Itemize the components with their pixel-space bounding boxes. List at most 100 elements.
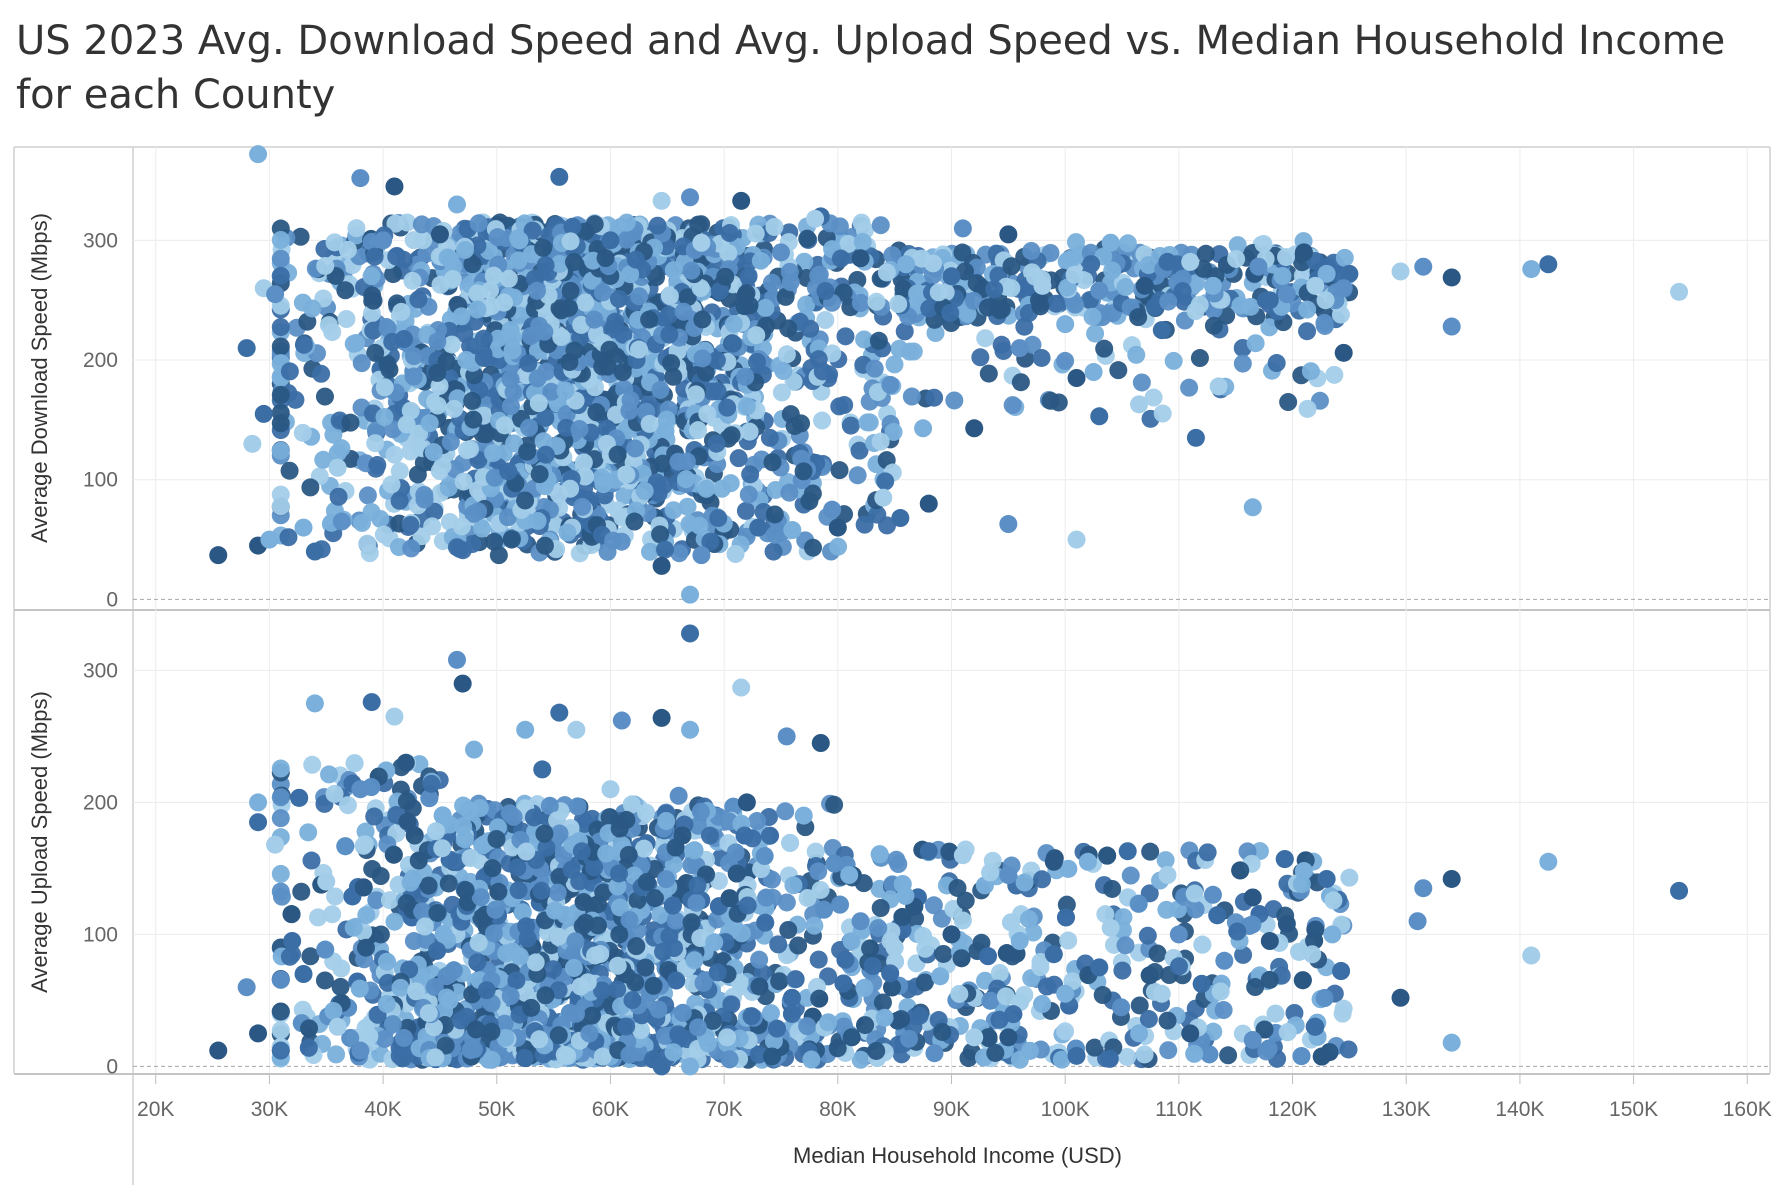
data-point (1233, 354, 1252, 373)
data-point (528, 511, 547, 530)
data-point (663, 896, 682, 915)
data-point (561, 479, 580, 498)
data-point (271, 318, 290, 337)
data-point (565, 341, 584, 360)
data-point (640, 310, 659, 329)
data-point (967, 274, 986, 293)
data-point (463, 391, 482, 410)
data-point (271, 266, 290, 285)
data-point (760, 428, 779, 447)
data-point (344, 334, 363, 353)
data-point (209, 546, 228, 565)
data-point (315, 971, 334, 990)
data-point (726, 544, 745, 563)
data-point (855, 330, 874, 349)
data-point (971, 348, 990, 367)
data-point (615, 486, 634, 505)
data-point (1101, 233, 1120, 252)
data-point (606, 312, 625, 331)
data-point (896, 886, 915, 905)
data-point (1334, 279, 1353, 298)
data-point (1129, 894, 1148, 913)
data-point (779, 319, 798, 338)
data-point (816, 311, 835, 330)
data-point (1294, 243, 1313, 262)
data-point (1041, 391, 1060, 410)
data-point (341, 413, 360, 432)
data-point (985, 280, 1004, 299)
data-point (550, 167, 569, 186)
data-point (834, 974, 853, 993)
data-point (842, 932, 861, 951)
data-point (510, 231, 529, 250)
data-point (813, 362, 832, 381)
data-point (1010, 339, 1029, 358)
data-point (915, 973, 934, 992)
data-point (669, 452, 688, 471)
data-point (294, 335, 313, 354)
data-point (1033, 276, 1052, 295)
data-point (474, 348, 493, 367)
data-point (748, 812, 767, 831)
data-point (925, 388, 944, 407)
data-point (344, 918, 363, 937)
data-point (390, 491, 409, 510)
data-point (271, 497, 290, 516)
data-point (529, 394, 548, 413)
data-point (452, 517, 471, 536)
data-point (573, 497, 592, 516)
data-point (1031, 958, 1050, 977)
data-point (325, 784, 344, 803)
data-point (693, 349, 712, 368)
data-point (375, 378, 394, 397)
data-point (549, 1026, 568, 1045)
data-point (651, 525, 670, 544)
data-point (724, 334, 743, 353)
data-point (324, 425, 343, 444)
data-point (415, 485, 434, 504)
data-point (1019, 910, 1038, 929)
data-point (561, 232, 580, 251)
data-point (929, 283, 948, 302)
data-point (853, 232, 872, 251)
data-point (561, 281, 580, 300)
data-point (774, 362, 793, 381)
data-point (1198, 843, 1217, 862)
data-point (271, 414, 290, 433)
data-point (1022, 241, 1041, 260)
data-point (889, 295, 908, 314)
data-point (626, 250, 645, 269)
data-point (800, 492, 819, 511)
data-point (1121, 866, 1140, 885)
chart-title: US 2023 Avg. Download Speed and Avg. Upl… (16, 18, 1726, 118)
data-point (953, 243, 972, 262)
data-point (401, 401, 420, 420)
data-point (1086, 324, 1105, 343)
data-point (609, 289, 628, 308)
data-point (674, 302, 693, 321)
data-point (1118, 234, 1137, 253)
data-point (237, 339, 256, 358)
data-point (747, 326, 766, 345)
data-point (953, 219, 972, 238)
data-point (585, 215, 604, 234)
data-point (489, 546, 508, 565)
data-point (1067, 530, 1086, 549)
data-point (249, 145, 268, 164)
data-point (365, 807, 384, 826)
data-point (488, 228, 507, 247)
data-point (765, 505, 784, 524)
data-point (712, 479, 731, 498)
data-point (708, 382, 727, 401)
data-point (794, 462, 813, 481)
data-point (1219, 1046, 1238, 1065)
data-point (1141, 842, 1160, 861)
data-point (445, 399, 464, 418)
data-point (789, 936, 808, 955)
data-point (387, 247, 406, 266)
data-point (1084, 363, 1103, 382)
data-point (630, 340, 649, 359)
data-point (867, 292, 886, 311)
data-point (798, 1017, 817, 1036)
data-point (1227, 249, 1246, 268)
